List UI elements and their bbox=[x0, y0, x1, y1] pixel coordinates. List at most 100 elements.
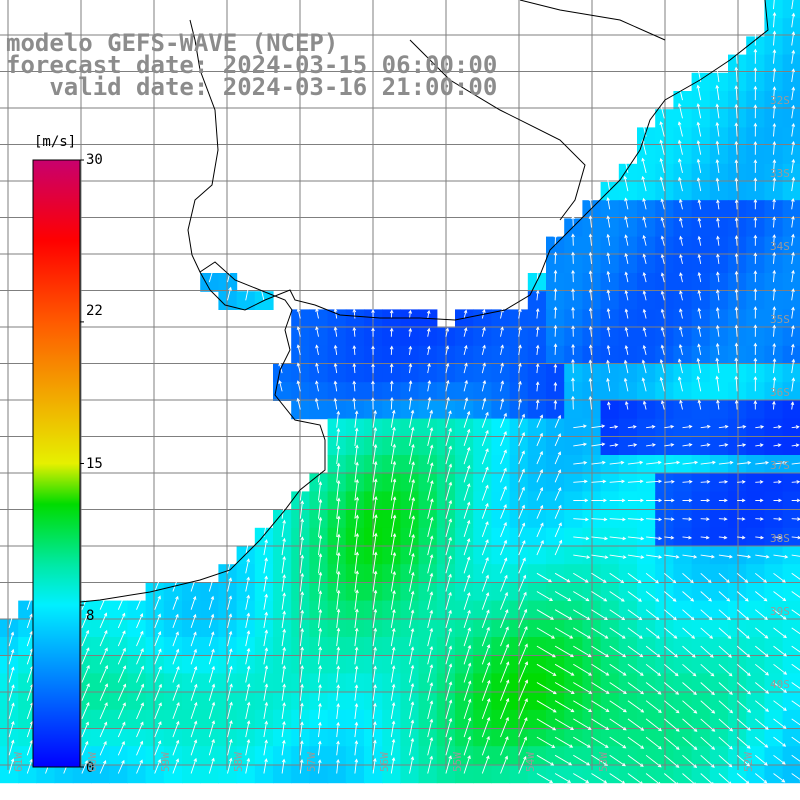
wind-arrow-shaft bbox=[716, 178, 720, 192]
wind-arrow bbox=[645, 591, 660, 602]
wind-arrow bbox=[500, 574, 508, 592]
wind-arrow-shaft bbox=[463, 681, 471, 701]
wind-cell bbox=[400, 709, 420, 729]
wind-arrow-shaft bbox=[518, 505, 525, 519]
wind-cell bbox=[345, 691, 365, 711]
wind-arrow-shaft bbox=[316, 363, 319, 374]
wind-arrow-shaft bbox=[227, 702, 233, 720]
wind-arrow bbox=[588, 377, 593, 392]
wind-arrow-head bbox=[558, 504, 562, 509]
wind-arrow-head bbox=[570, 690, 575, 694]
wind-arrow-shaft bbox=[627, 682, 644, 695]
wind-arrow bbox=[408, 309, 413, 319]
wind-arrow-shaft bbox=[682, 682, 697, 695]
wind-arrow-head bbox=[675, 746, 680, 750]
wind-arrow bbox=[427, 664, 434, 683]
wind-arrow-shaft bbox=[698, 326, 702, 337]
wind-arrow-head bbox=[604, 536, 609, 541]
wind-arrow-shaft bbox=[316, 308, 319, 319]
wind-arrow-head bbox=[553, 381, 558, 386]
wind-arrow-shaft bbox=[518, 451, 525, 465]
wind-arrow bbox=[609, 754, 626, 767]
wind-arrow-shaft bbox=[736, 627, 750, 639]
wind-arrow-head bbox=[783, 689, 788, 693]
wind-arrow-head bbox=[140, 721, 144, 726]
wind-arrow-head bbox=[603, 498, 607, 503]
wind-cell bbox=[473, 364, 492, 383]
wind-arrow bbox=[791, 754, 800, 764]
wind-arrow bbox=[624, 308, 629, 319]
wind-arrow-head bbox=[753, 141, 758, 145]
wind-arrow bbox=[700, 682, 715, 696]
wind-cell bbox=[527, 400, 547, 420]
wind-arrow-head bbox=[210, 613, 215, 618]
wind-arrow-head bbox=[640, 690, 645, 695]
wind-arrow-shaft bbox=[664, 773, 679, 786]
wind-arrow-head bbox=[175, 758, 180, 763]
wind-arrow-head bbox=[571, 306, 575, 311]
wind-arrow-head bbox=[642, 400, 647, 405]
wind-arrow bbox=[753, 270, 758, 283]
wind-arrow bbox=[753, 104, 758, 119]
wind-arrow-shaft bbox=[679, 291, 683, 301]
wind-arrow-shaft bbox=[427, 737, 433, 756]
wind-cell bbox=[709, 364, 729, 383]
wind-cell bbox=[291, 637, 310, 656]
wind-cell bbox=[327, 491, 347, 511]
wind-arrow bbox=[445, 591, 452, 610]
wind-arrow bbox=[791, 197, 795, 210]
wind-arrow-head bbox=[670, 535, 675, 540]
wind-arrow bbox=[227, 595, 233, 610]
wind-arrow bbox=[753, 48, 758, 64]
wind-arrow-head bbox=[716, 253, 720, 258]
wind-arrow-head bbox=[464, 379, 468, 384]
wind-cell bbox=[600, 182, 620, 201]
wind-arrow bbox=[700, 554, 715, 559]
wind-arrow bbox=[700, 460, 716, 465]
wind-arrow-shaft bbox=[318, 760, 321, 774]
wind-arrow-head bbox=[734, 122, 739, 127]
wind-arrow-shaft bbox=[481, 503, 489, 519]
wind-arrow-shaft bbox=[81, 665, 90, 683]
wind-arrow-shaft bbox=[390, 666, 395, 683]
wind-arrow-shaft bbox=[624, 176, 629, 192]
wind-arrow-head bbox=[624, 197, 628, 202]
wind-arrow bbox=[389, 380, 394, 392]
wind-arrow-shaft bbox=[318, 722, 321, 738]
wind-arrow-head bbox=[715, 375, 719, 380]
wind-cell bbox=[473, 436, 492, 456]
wind-arrow-shaft bbox=[500, 398, 504, 410]
wind-arrow-shaft bbox=[227, 287, 232, 301]
wind-arrow-shaft bbox=[591, 572, 607, 583]
wind-arrow-head bbox=[84, 760, 88, 764]
wind-arrow-head bbox=[588, 690, 593, 694]
wind-cell bbox=[764, 127, 784, 147]
wind-cell bbox=[455, 491, 474, 511]
wind-arrow-head bbox=[711, 691, 715, 696]
wind-arrow-shaft bbox=[500, 558, 507, 574]
wind-arrow bbox=[409, 682, 415, 701]
wind-arrow-shaft bbox=[227, 720, 232, 738]
wind-arrow-head bbox=[675, 782, 680, 786]
wind-cell bbox=[527, 364, 547, 383]
wind-arrow-shaft bbox=[245, 666, 250, 683]
wind-arrow-head bbox=[318, 684, 322, 688]
wind-arrow bbox=[336, 497, 341, 519]
wind-arrow-shaft bbox=[554, 288, 557, 301]
wind-arrow-head bbox=[193, 683, 198, 688]
wind-arrow bbox=[627, 682, 645, 695]
wind-arrow-shaft bbox=[660, 158, 665, 174]
wind-arrow bbox=[734, 159, 739, 173]
wind-arrow bbox=[660, 253, 665, 265]
wind-arrow-head bbox=[557, 414, 562, 419]
wind-arrow-shaft bbox=[26, 702, 34, 720]
wind-arrow-shaft bbox=[679, 272, 683, 283]
wind-arrow-shaft bbox=[536, 382, 539, 392]
wind-cell bbox=[600, 236, 620, 256]
wind-arrow bbox=[642, 197, 647, 210]
wind-arrow bbox=[591, 536, 609, 541]
wind-arrow-head bbox=[642, 216, 646, 221]
wind-arrow-shaft bbox=[536, 363, 539, 374]
wind-cell bbox=[91, 637, 110, 656]
